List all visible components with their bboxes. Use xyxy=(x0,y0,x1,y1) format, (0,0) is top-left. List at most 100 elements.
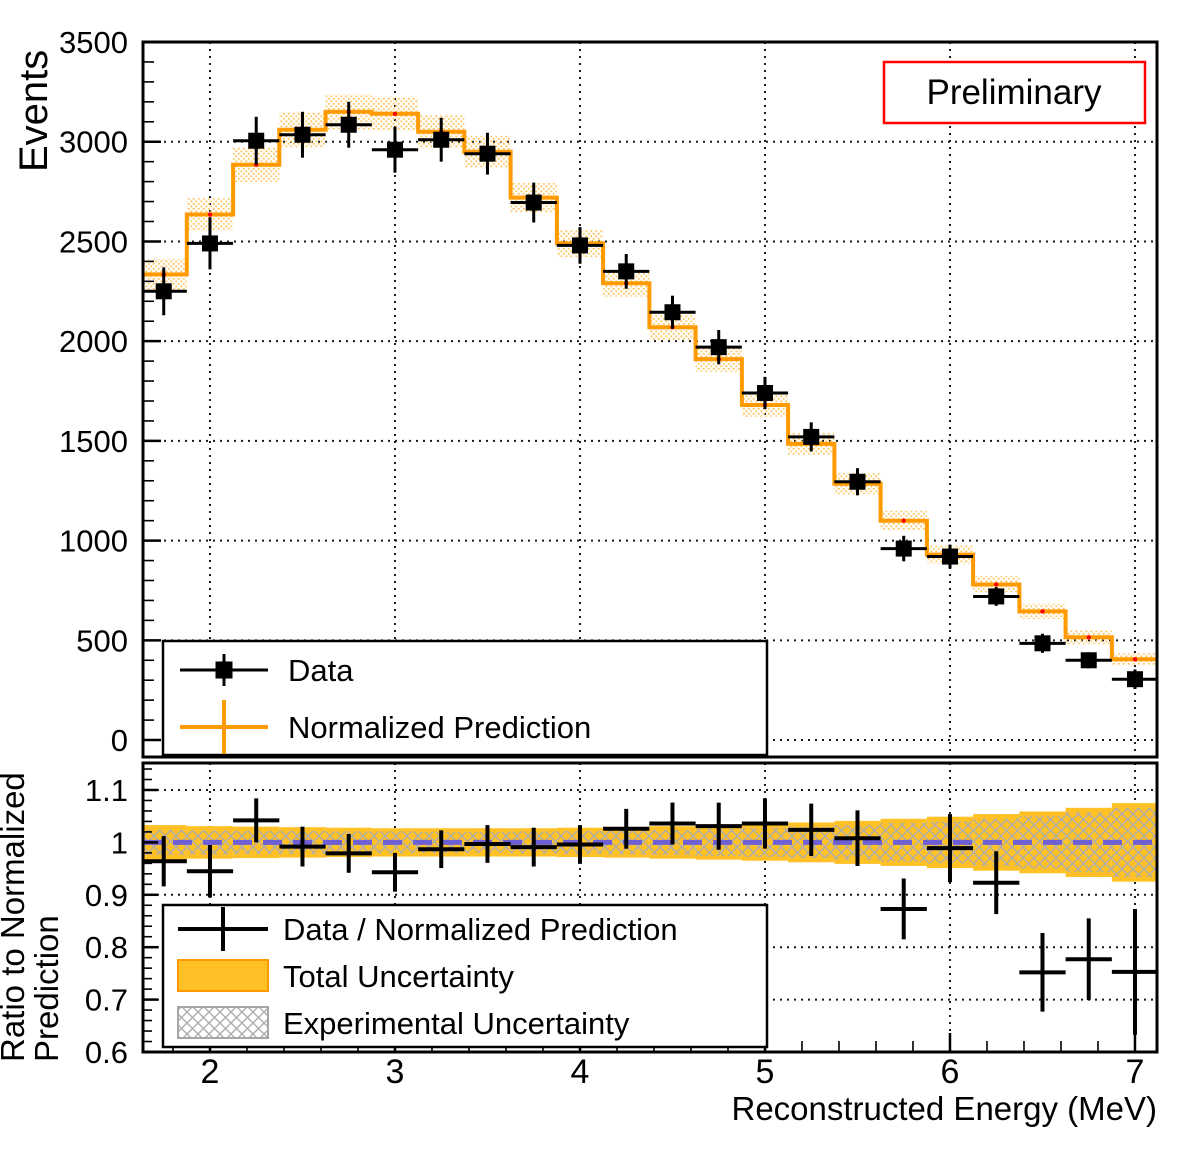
legend-label-normalized-prediction: Normalized Prediction xyxy=(288,710,591,745)
total-uncertainty-swatch xyxy=(177,959,269,992)
events-tick-labels: 0 500 1000 1500 2000 2500 3000 3500 xyxy=(59,25,128,758)
data-square-marker xyxy=(941,548,958,565)
ratio-point xyxy=(418,830,465,869)
data-square-marker xyxy=(340,116,357,133)
prediction-bin-marker xyxy=(994,582,999,587)
top-panel: 0 500 1000 1500 2000 2500 3000 3500 Data Normal… xyxy=(12,25,1159,759)
data-square-marker xyxy=(1080,652,1097,669)
data-point xyxy=(464,132,511,175)
top-panel-border xyxy=(141,40,1159,759)
energy-tick-label: 6 xyxy=(941,1053,960,1091)
ratio-point xyxy=(371,852,419,892)
ratio-point xyxy=(741,798,789,849)
data-point xyxy=(1065,652,1112,669)
prediction-histogram-line xyxy=(143,109,1157,662)
ratio-point xyxy=(233,798,280,843)
prediction-bin-marker xyxy=(207,212,213,217)
top-axis-ticks xyxy=(143,40,161,742)
prediction-bin-marker xyxy=(901,518,906,523)
data-square-marker xyxy=(988,588,1005,605)
data-point xyxy=(880,535,927,562)
ratio-point xyxy=(649,802,696,845)
ratio-point xyxy=(279,826,326,867)
data-point xyxy=(279,111,326,158)
events-tick-label: 1000 xyxy=(59,524,128,559)
prediction-bin-marker xyxy=(1040,609,1045,614)
data-square-marker xyxy=(756,385,773,402)
energy-tick-label: 3 xyxy=(386,1053,405,1091)
legend-top-box xyxy=(161,639,769,757)
data-point xyxy=(1111,669,1157,689)
data-points xyxy=(143,101,1157,689)
events-tick-label: 1500 xyxy=(59,424,128,459)
ratio-point xyxy=(695,802,742,850)
ratio-point xyxy=(1019,933,1066,1012)
prediction-bin-marker xyxy=(392,111,398,116)
legend-item-ratio: Data / Normalized Prediction xyxy=(178,907,678,951)
legend-item-experimental-uncertainty: Experimental Uncertainty xyxy=(177,1006,630,1041)
data-square-marker xyxy=(386,141,403,158)
data-point xyxy=(510,182,557,223)
energy-tick-label: 5 xyxy=(756,1053,775,1091)
ratio-tick-label: 0.6 xyxy=(85,1035,128,1070)
legend-label-experimental-uncertainty: Experimental Uncertainty xyxy=(283,1006,630,1041)
preliminary-label: Preliminary xyxy=(926,73,1102,112)
prediction-uncertainty-band xyxy=(143,94,1157,666)
energy-tick-label: 7 xyxy=(1126,1053,1145,1091)
experimental-uncertainty-swatch xyxy=(177,1006,269,1039)
legend-label-ratio: Data / Normalized Prediction xyxy=(283,912,678,947)
ratio-tick-label: 0.9 xyxy=(85,878,128,913)
ratio-point xyxy=(186,845,234,898)
ratio-point xyxy=(464,825,511,863)
data-square-marker xyxy=(849,473,866,490)
data-point xyxy=(371,126,419,173)
data-point xyxy=(186,217,234,270)
ratio-tick-label: 0.8 xyxy=(85,930,128,965)
ratio-tick-label: 1 xyxy=(111,825,128,860)
data-square-marker xyxy=(479,145,496,162)
data-square-marker xyxy=(1126,671,1143,688)
events-tick-label: 3000 xyxy=(59,125,128,160)
data-point xyxy=(649,295,696,329)
events-axis-title: Events xyxy=(12,50,56,172)
data-point xyxy=(1019,633,1066,653)
data-marker-square xyxy=(215,661,233,679)
legend-label-total-uncertainty: Total Uncertainty xyxy=(283,959,514,994)
energy-tick-label: 2 xyxy=(201,1053,220,1091)
legend-label-data: Data xyxy=(288,653,354,688)
legend-item-total-uncertainty: Total Uncertainty xyxy=(177,959,514,994)
data-point xyxy=(325,101,372,148)
energy-tick-label: 4 xyxy=(571,1053,590,1091)
ratio-point xyxy=(880,878,927,940)
ratio-points xyxy=(143,798,1157,1035)
data-square-marker xyxy=(294,126,311,143)
events-tick-label: 500 xyxy=(76,623,128,658)
data-point xyxy=(973,587,1020,606)
legend-item-data: Data xyxy=(180,653,354,688)
data-point xyxy=(788,422,835,452)
ratio-tick-labels: 0.6 0.7 0.8 0.9 1 1.1 xyxy=(85,773,128,1070)
ratio-point xyxy=(325,834,372,873)
ratio-point xyxy=(973,851,1020,915)
data-point xyxy=(143,267,187,316)
events-tick-label: 2500 xyxy=(59,224,128,259)
data-square-marker xyxy=(803,428,820,445)
ratio-tick-label: 1.1 xyxy=(85,773,128,808)
energy-axis-title: Reconstructed Energy (MeV) xyxy=(731,1090,1157,1127)
prediction-bin-marker xyxy=(1132,657,1138,662)
ratio-panel: 0.6 0.7 0.8 0.9 1 1.1 2 3 4 5 6 7 Data / Normalize… xyxy=(0,761,1159,1127)
data-point xyxy=(233,116,280,165)
data-square-marker xyxy=(1034,635,1051,652)
ratio-tick-label: 0.7 xyxy=(85,983,128,1018)
data-square-marker xyxy=(525,194,542,211)
legend-top: Data Normalized Prediction xyxy=(161,639,769,757)
ratio-point xyxy=(143,836,187,887)
data-point xyxy=(695,329,742,365)
ratio-point xyxy=(556,825,604,864)
ratio-point xyxy=(1065,918,1112,1001)
preliminary-badge: Preliminary xyxy=(882,60,1147,125)
data-square-marker xyxy=(155,283,172,300)
data-point xyxy=(556,227,604,264)
